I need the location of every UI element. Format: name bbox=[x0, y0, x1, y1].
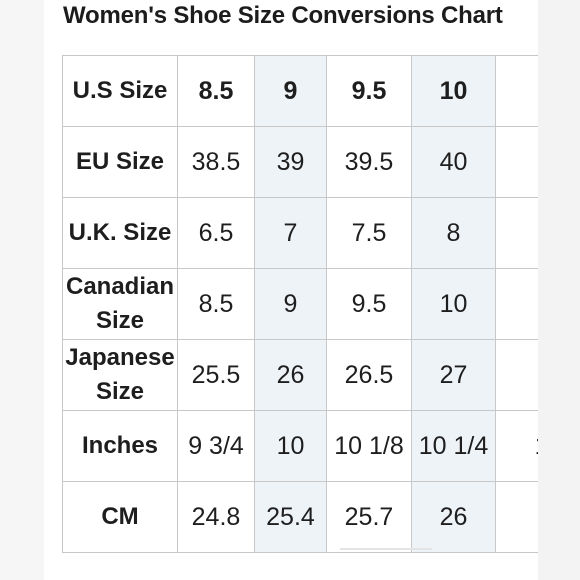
size-value-cell: 9.5 bbox=[326, 268, 412, 340]
size-value-cell: 10 1/4 bbox=[411, 410, 496, 482]
size-value-cell: 10 1 bbox=[495, 410, 538, 482]
size-value-cell: 10 bbox=[411, 268, 496, 340]
us-size-header-cell: 10 bbox=[495, 55, 538, 127]
row-label: Canadian Size bbox=[62, 268, 178, 340]
size-value-cell: 39 bbox=[254, 126, 327, 198]
size-value-cell: 38.5 bbox=[177, 126, 255, 198]
size-value-cell: 7 bbox=[254, 197, 327, 269]
size-value-cell: 25.5 bbox=[177, 339, 255, 411]
size-value-cell: 6.5 bbox=[177, 197, 255, 269]
size-value-cell: 7.5 bbox=[326, 197, 412, 269]
size-value-cell: 10 bbox=[254, 410, 327, 482]
row-label: U.S Size bbox=[62, 55, 178, 127]
size-value-cell: 26 bbox=[254, 339, 327, 411]
size-value-cell: 40 bbox=[411, 126, 496, 198]
us-size-header-cell: 9.5 bbox=[326, 55, 412, 127]
scroll-indicator bbox=[340, 548, 432, 550]
size-value-cell: 27 bbox=[495, 339, 538, 411]
size-value-cell: 24.8 bbox=[177, 481, 255, 553]
row-label: U.K. Size bbox=[62, 197, 178, 269]
size-value-cell: 40 bbox=[495, 126, 538, 198]
size-value-cell: 10 bbox=[495, 268, 538, 340]
size-value-cell: 26 bbox=[411, 481, 496, 553]
row-label: EU Size bbox=[62, 126, 178, 198]
row-label: CM bbox=[62, 481, 178, 553]
us-size-header-cell: 8.5 bbox=[177, 55, 255, 127]
chart-title: Women's Shoe Size Conversions Chart bbox=[63, 2, 503, 29]
size-value-cell: 8 bbox=[411, 197, 496, 269]
row-label: Japanese Size bbox=[62, 339, 178, 411]
left-margin-strip bbox=[0, 0, 44, 580]
size-value-cell: 9 3/4 bbox=[177, 410, 255, 482]
size-value-cell: 39.5 bbox=[326, 126, 412, 198]
size-value-cell: 10 1/8 bbox=[326, 410, 412, 482]
size-value-cell: 27 bbox=[411, 339, 496, 411]
size-value-cell: 8.5 bbox=[177, 268, 255, 340]
size-value-cell: 26.5 bbox=[326, 339, 412, 411]
us-size-header-cell: 10 bbox=[411, 55, 496, 127]
size-value-cell: 25.7 bbox=[326, 481, 412, 553]
size-value-cell: 8. bbox=[495, 197, 538, 269]
size-value-cell: 25.4 bbox=[254, 481, 327, 553]
size-value-cell: 9 bbox=[254, 268, 327, 340]
row-label: Inches bbox=[62, 410, 178, 482]
us-size-header-cell: 9 bbox=[254, 55, 327, 127]
size-value-cell: 26 bbox=[495, 481, 538, 553]
right-margin-strip bbox=[538, 0, 580, 580]
